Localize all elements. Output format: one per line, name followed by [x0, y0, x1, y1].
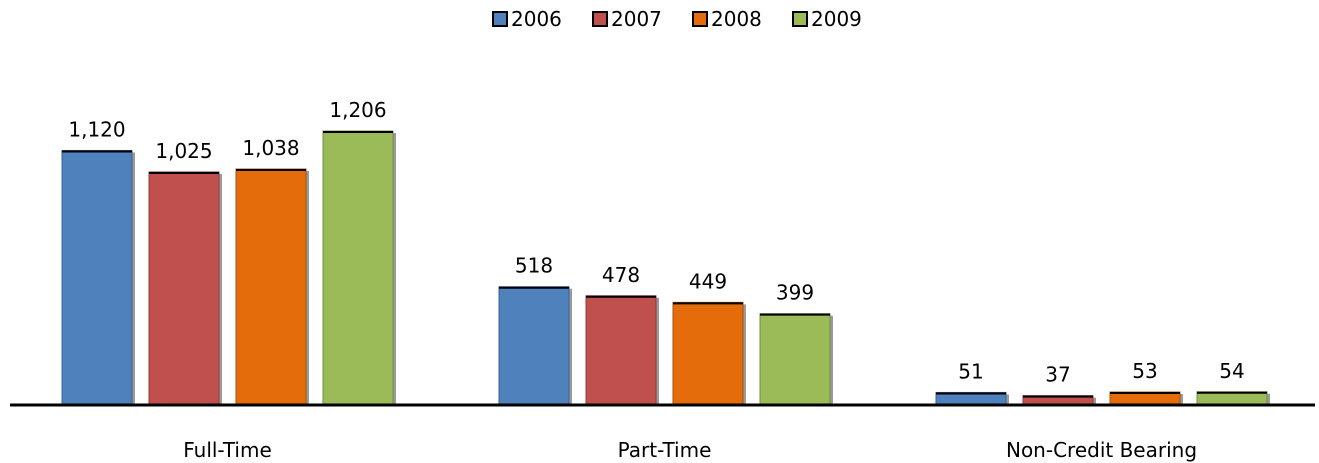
bar-2006-part-time [498, 286, 570, 405]
legend-swatch [492, 11, 508, 27]
data-label: 1,206 [329, 98, 386, 122]
legend-item-2008: 2008 [692, 7, 762, 31]
bar-2007-full-time [148, 171, 220, 405]
legend-label: 2007 [611, 7, 662, 31]
legend-item-2006: 2006 [492, 7, 562, 31]
bar-2006-full-time [61, 149, 133, 405]
data-label: 1,038 [242, 136, 299, 160]
data-label: 37 [1045, 363, 1070, 387]
legend-item-2007: 2007 [592, 7, 662, 31]
category-label: Non-Credit Bearing [1006, 438, 1197, 462]
bar-2008-part-time [672, 301, 744, 405]
category-label: Part-Time [618, 438, 712, 462]
data-label: 449 [689, 269, 727, 293]
data-label: 54 [1219, 359, 1244, 383]
data-label: 399 [776, 281, 814, 305]
category-labels: Full-Time Part-Time Non-Credit Bearing [183, 438, 1197, 462]
category-label: Full-Time [183, 438, 272, 462]
data-label: 518 [515, 254, 553, 278]
legend-swatch [692, 11, 708, 27]
bar-2007-part-time [585, 295, 657, 405]
data-label: 1,120 [68, 117, 125, 141]
legend-swatch [592, 11, 608, 27]
legend: 2006 2007 2008 2009 [492, 7, 862, 31]
data-label: 1,025 [155, 139, 212, 163]
bar-2008-full-time [235, 168, 307, 405]
legend-label: 2006 [511, 7, 562, 31]
bar-2009-full-time [322, 130, 394, 405]
data-label: 478 [602, 263, 640, 287]
bar-2009-part-time [759, 313, 831, 405]
legend-item-2009: 2009 [792, 7, 862, 31]
legend-label: 2008 [711, 7, 762, 31]
legend-label: 2009 [811, 7, 862, 31]
bars [61, 130, 1270, 406]
data-label: 53 [1132, 359, 1157, 383]
legend-swatch [792, 11, 808, 27]
data-label: 51 [958, 359, 983, 383]
value-labels: 1,120 518 51 1,025 478 37 1,038 449 53 1,206 399 54 [68, 98, 1244, 387]
